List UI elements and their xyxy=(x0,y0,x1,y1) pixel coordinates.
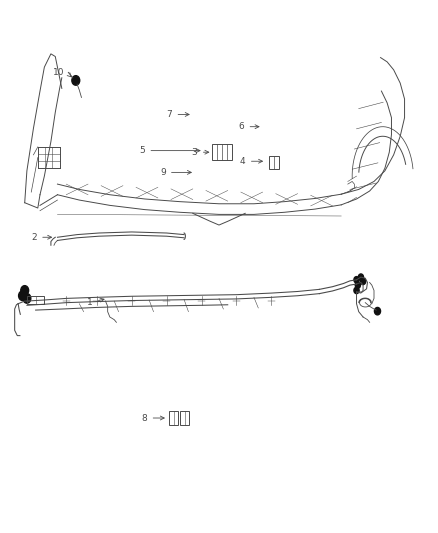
Text: 5: 5 xyxy=(139,146,145,155)
Circle shape xyxy=(23,294,31,303)
Circle shape xyxy=(358,274,364,280)
Bar xyxy=(269,157,279,169)
Text: 10: 10 xyxy=(53,68,64,77)
Text: 9: 9 xyxy=(160,168,166,177)
Text: 4: 4 xyxy=(240,157,245,166)
Text: 6: 6 xyxy=(239,122,244,131)
Bar xyxy=(27,296,44,304)
Circle shape xyxy=(354,277,359,283)
Circle shape xyxy=(18,291,26,301)
Text: 8: 8 xyxy=(141,414,147,423)
Text: 3: 3 xyxy=(191,148,197,157)
Bar xyxy=(169,411,178,425)
Circle shape xyxy=(354,287,359,294)
Bar xyxy=(212,144,232,160)
Circle shape xyxy=(21,286,28,295)
Text: 7: 7 xyxy=(166,110,172,119)
Bar xyxy=(180,411,189,425)
Text: 2: 2 xyxy=(31,233,36,242)
Circle shape xyxy=(360,278,366,285)
Text: 1: 1 xyxy=(87,298,92,307)
Circle shape xyxy=(72,76,80,85)
Circle shape xyxy=(355,282,360,288)
Circle shape xyxy=(374,308,381,315)
